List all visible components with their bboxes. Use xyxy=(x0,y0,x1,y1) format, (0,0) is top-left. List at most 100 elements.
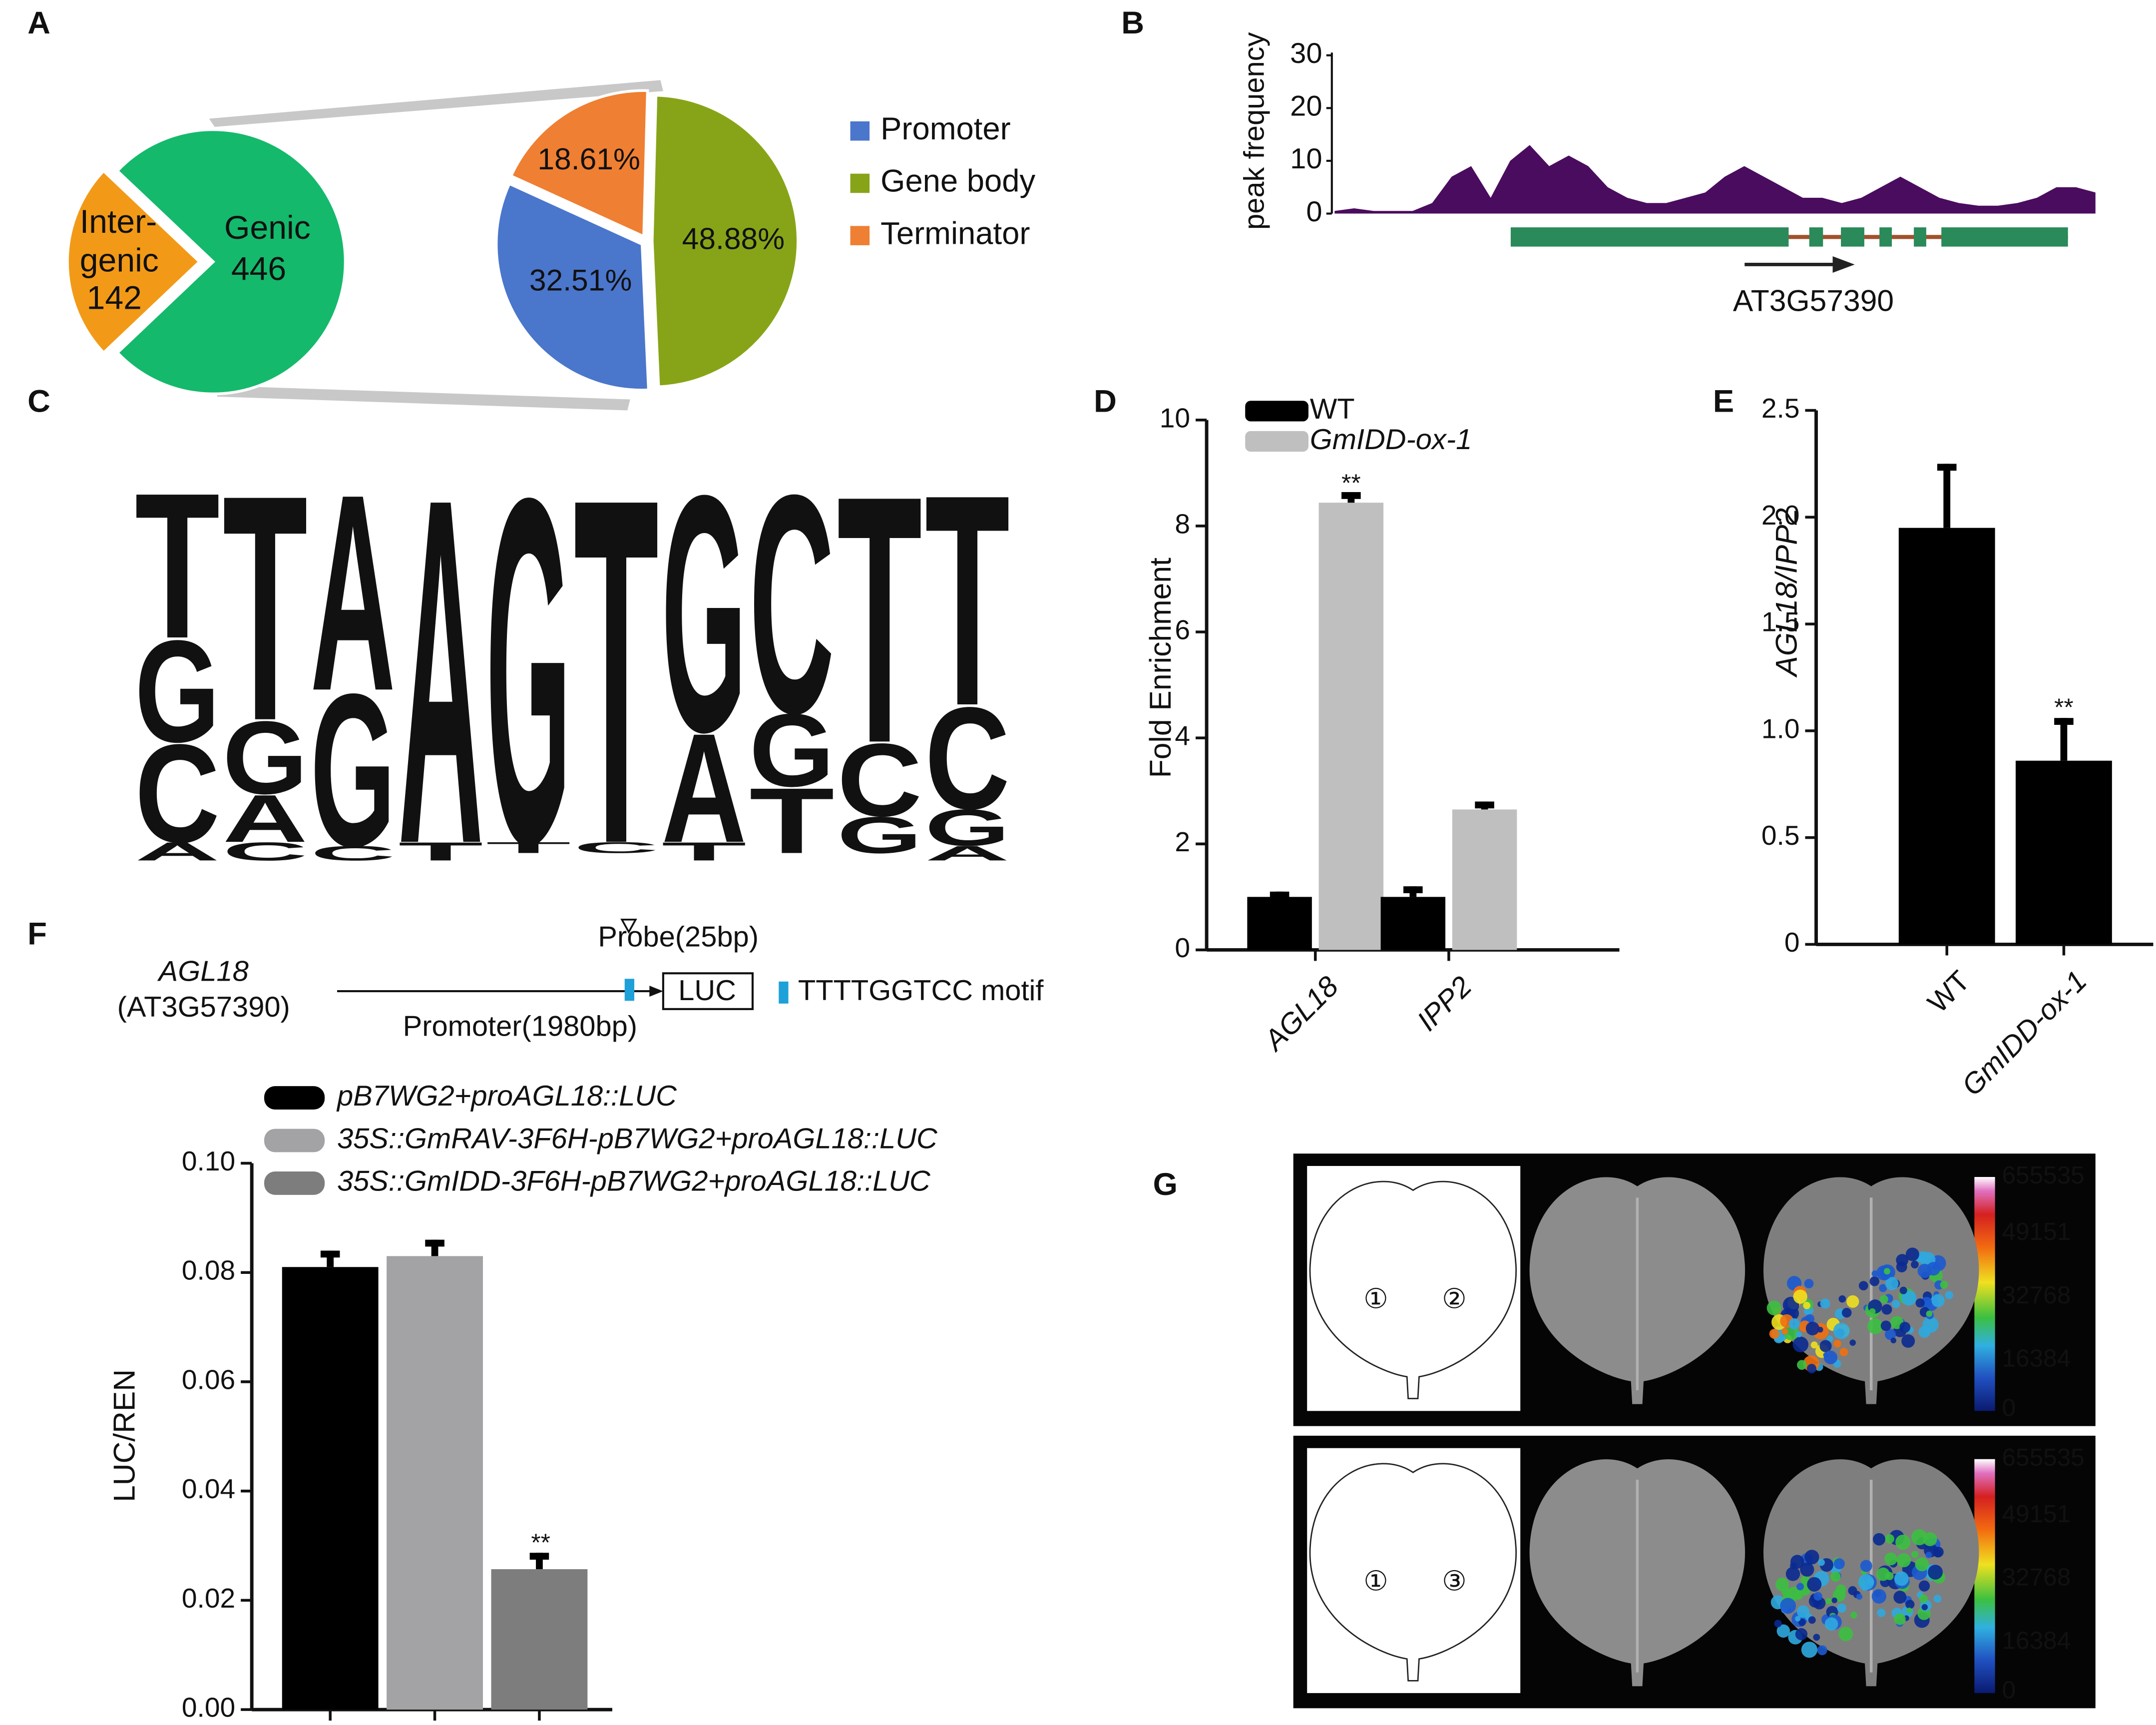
luc-box xyxy=(662,972,754,1010)
y-tick-label: 1.0 xyxy=(1761,713,1800,744)
panel-label: F xyxy=(27,917,47,952)
error-bar xyxy=(529,1553,549,1570)
error-bar xyxy=(1475,801,1494,810)
locus: (AT3G57390) xyxy=(117,991,290,1023)
bar xyxy=(282,1267,379,1710)
heat-spot xyxy=(1817,1645,1827,1656)
logo-letter: G xyxy=(311,649,396,892)
heat-spot xyxy=(1915,1298,1925,1308)
heat-spot xyxy=(1933,1549,1942,1558)
panel-label: E xyxy=(1713,384,1734,419)
logo-letter: G xyxy=(925,799,1010,857)
y-axis-label: peak frequency xyxy=(1239,32,1271,230)
heat-spot xyxy=(1926,1310,1933,1317)
heat-spot xyxy=(1869,1308,1876,1315)
heat-spot xyxy=(1885,1572,1894,1580)
bar xyxy=(1380,897,1446,950)
heat-spot xyxy=(1831,1597,1837,1604)
significance: ** xyxy=(1341,469,1361,497)
heat-spot xyxy=(1884,1328,1896,1340)
heat-spot xyxy=(1819,1340,1832,1352)
heat-spot xyxy=(1796,1605,1810,1618)
heat-spot xyxy=(1780,1598,1796,1614)
bar xyxy=(2015,760,2112,945)
logo-letter: T xyxy=(223,429,308,788)
heat-spot xyxy=(1781,1328,1788,1335)
legend-label: GmIDD-ox-1 xyxy=(1310,424,1472,456)
y-tick-label: 20 xyxy=(1290,90,1322,122)
heat-spot xyxy=(1813,1634,1820,1641)
panel-label: G xyxy=(1153,1167,1178,1202)
heat-spot xyxy=(1915,1557,1929,1572)
error-stem xyxy=(2060,718,2068,761)
heat-spot xyxy=(1781,1587,1791,1597)
legend-label: Promoter xyxy=(880,111,1011,146)
y-tick-label: 0 xyxy=(1784,927,1800,958)
heat-spot xyxy=(1896,1261,1907,1272)
logo-letter: T xyxy=(925,432,1010,768)
heat-spot xyxy=(1795,1628,1808,1641)
heat-spot xyxy=(1793,1289,1807,1304)
heat-spot xyxy=(1928,1565,1943,1580)
logo-letter: T xyxy=(398,837,484,866)
logo-letter: G xyxy=(837,806,922,864)
x-tick-label: AGL18 xyxy=(1258,970,1345,1058)
logo-letter: T xyxy=(486,839,571,856)
motif-label: TTTTGGTCC motif xyxy=(798,975,1044,1007)
heat-spot xyxy=(1788,1318,1800,1330)
connector xyxy=(209,80,663,127)
heat-spot xyxy=(1899,1286,1907,1294)
logo-letter: A xyxy=(662,701,747,875)
slice-label: 18.61% xyxy=(537,142,640,176)
colorbar-label: 49151 xyxy=(2002,1217,2071,1245)
y-tick-label: 0.04 xyxy=(182,1473,235,1504)
slice-category: Genic xyxy=(224,209,311,246)
legend-swatch xyxy=(1245,431,1308,452)
bar xyxy=(387,1256,483,1710)
heat-spot xyxy=(1825,1598,1832,1605)
site-label: ① xyxy=(1363,1565,1388,1596)
heat-spot xyxy=(1850,1612,1857,1619)
slice-value: 142 xyxy=(87,280,142,317)
colorbar-label: 16384 xyxy=(2002,1626,2071,1654)
heat-spot xyxy=(1766,1300,1781,1315)
logo-letter: A xyxy=(311,436,396,749)
y-tick-label: 0.5 xyxy=(1761,820,1800,851)
heat-spot xyxy=(1798,1619,1806,1626)
heat-spot xyxy=(1830,1571,1841,1582)
heat-spot xyxy=(1905,1247,1919,1261)
y-tick-label: 30 xyxy=(1290,37,1322,69)
leaf-outline xyxy=(1309,1180,1517,1399)
colorbar-label: 32768 xyxy=(2002,1563,2071,1591)
logo-letter: A xyxy=(223,781,308,856)
pie-slice xyxy=(509,89,649,239)
heat-spot xyxy=(1813,1592,1822,1601)
error-stem xyxy=(1943,464,1951,528)
heat-spot xyxy=(1838,1295,1846,1303)
slice-category: Inter-genic xyxy=(80,204,159,280)
pie-slice xyxy=(494,182,650,392)
y-tick-label: 2.5 xyxy=(1761,393,1800,424)
heat-spot xyxy=(1841,1307,1852,1318)
heat-spot xyxy=(1881,1304,1892,1315)
heat-spot xyxy=(1808,1616,1816,1624)
heat-spot xyxy=(1769,1328,1779,1339)
exon xyxy=(1809,227,1823,247)
heat-spot xyxy=(1883,1268,1891,1275)
error-cap xyxy=(1937,464,1957,471)
legend-swatch xyxy=(850,121,870,141)
connector xyxy=(214,385,630,411)
heat-spot xyxy=(1839,1347,1848,1356)
heat-spot xyxy=(1885,1534,1894,1544)
x-tick-label: GmIDD-ox-1 xyxy=(1956,965,2093,1102)
logo-letter: G xyxy=(223,700,308,816)
error-bar xyxy=(1403,886,1423,897)
bar xyxy=(1247,897,1312,950)
legend-swatch xyxy=(264,1171,325,1195)
heat-spot xyxy=(1899,1321,1911,1333)
heat-spot xyxy=(1894,1571,1909,1586)
error-cap xyxy=(1270,891,1290,899)
bar xyxy=(491,1569,588,1710)
y-axis-label: AGL18/IPP2 xyxy=(1769,508,1803,678)
heat-spot xyxy=(1810,1341,1818,1349)
